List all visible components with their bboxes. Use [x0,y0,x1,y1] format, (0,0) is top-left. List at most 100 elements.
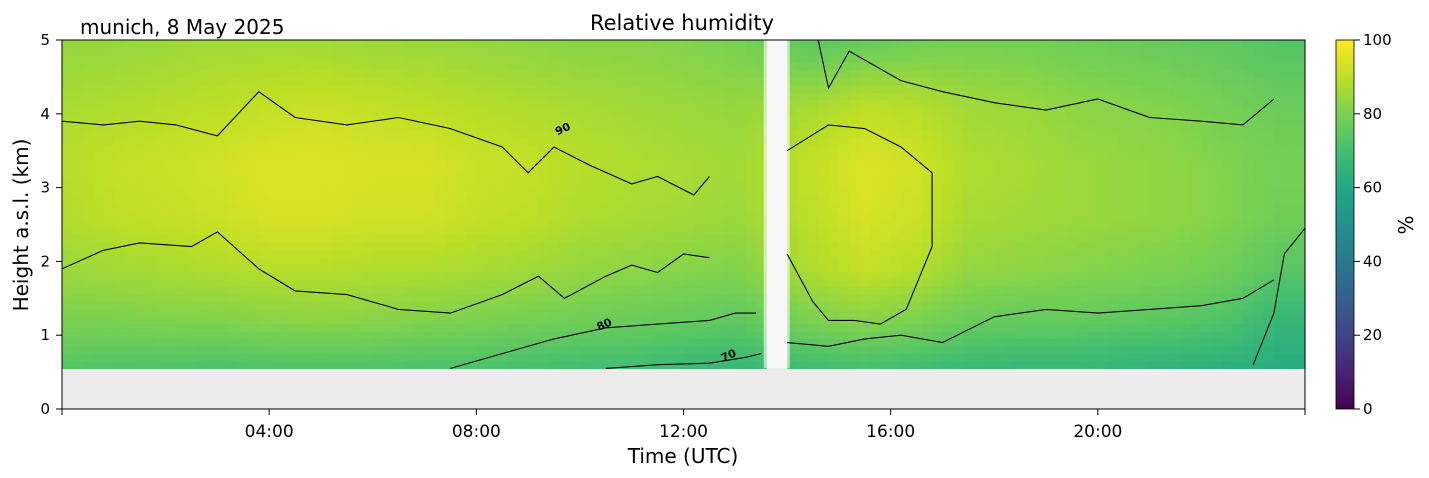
field-cell [559,316,571,325]
field-cell [952,308,964,317]
field-cell [693,316,705,325]
field-cell [1201,107,1213,116]
field-cell [673,54,685,63]
field-cell [652,219,664,228]
field-cell [103,293,115,302]
field-cell [673,107,685,116]
field-cell [642,263,654,272]
field-cell [1139,301,1151,310]
field-cell [838,137,850,146]
field-cell [1097,114,1109,123]
field-cell [258,301,270,310]
field-cell [1097,84,1109,93]
field-cell [465,54,477,63]
field-cell [1035,92,1047,101]
field-cell [372,346,384,355]
field-cell [227,92,239,101]
field-cell [155,54,167,63]
field-cell [310,271,322,280]
field-cell [890,204,902,213]
field-cell [745,338,757,347]
field-cell [1149,219,1161,228]
field-cell [93,40,105,49]
field-cell [610,338,622,347]
field-cell [807,107,819,116]
field-cell [662,211,674,220]
field-cell [952,338,964,347]
field-cell [1211,323,1223,332]
field-cell [1087,360,1099,370]
field-cell [1149,196,1161,205]
field-cell [807,278,819,287]
field-cell [756,211,767,220]
field-cell [642,286,654,295]
field-cell [1004,144,1016,153]
field-cell [1087,47,1099,56]
field-cell [279,331,291,340]
field-cell [1201,346,1213,355]
field-cell [1118,77,1130,86]
field-cell [455,77,467,86]
field-cell [538,286,550,295]
field-cell [424,54,436,63]
field-cell [103,263,115,272]
field-cell [756,54,767,63]
field-cell [973,226,985,235]
field-cell [1139,54,1151,63]
field-cell [849,323,861,332]
field-cell [1066,189,1078,198]
field-cell [548,40,560,49]
field-cell [963,99,975,108]
field-cell [1025,278,1037,287]
field-cell [269,40,281,49]
field-cell [310,331,322,340]
field-cell [1056,159,1068,168]
field-cell [393,256,405,265]
field-cell [901,114,912,123]
field-cell [289,323,301,332]
field-cell [362,151,374,161]
field-cell [1087,316,1099,325]
field-cell [1066,129,1078,138]
field-cell [72,219,84,228]
field-cell [72,159,84,168]
field-cell [890,151,902,161]
field-cell [548,256,560,265]
field-cell [973,189,985,198]
field-cell [600,92,612,101]
field-cell [82,234,94,243]
field-cell [1191,159,1203,168]
field-cell [476,234,488,243]
field-cell [1232,54,1244,63]
field-cell [559,353,571,362]
field-cell [880,47,892,56]
field-cell [859,271,871,280]
field-cell [1046,151,1057,161]
field-cell [82,241,94,250]
field-cell [1046,278,1057,287]
field-cell [300,256,312,265]
field-cell [1097,226,1109,235]
field-cell [455,151,467,161]
field-cell [983,271,995,280]
field-cell [341,181,353,190]
field-cell [569,241,581,250]
field-cell [238,122,250,131]
field-cell [186,226,198,235]
field-cell [631,331,643,340]
field-cell [248,47,260,56]
field-cell [186,129,198,138]
field-cell [310,301,322,310]
field-cell [93,346,105,355]
field-cell [1087,286,1099,295]
field-cell [1108,122,1120,131]
field-cell [310,144,322,153]
field-cell [196,159,208,168]
field-cell [124,189,136,198]
field-cell [890,77,902,86]
field-cell [175,166,187,175]
field-cell [269,263,281,272]
field-cell [383,241,395,250]
field-cell [952,40,964,49]
field-cell [445,248,457,258]
